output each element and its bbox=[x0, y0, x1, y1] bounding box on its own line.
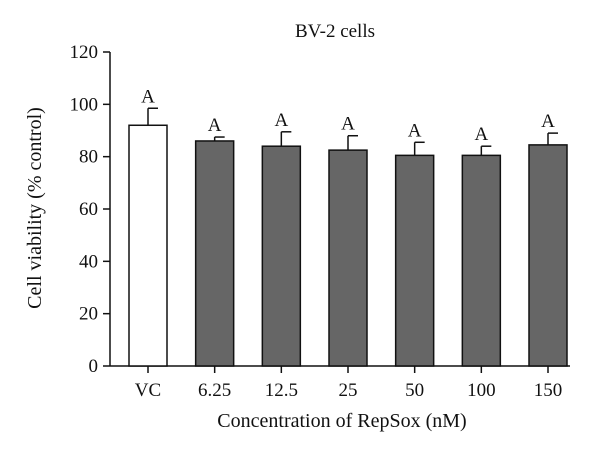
bar-50 bbox=[394, 154, 435, 367]
bar-12.5 bbox=[261, 145, 302, 367]
bar-100 bbox=[461, 154, 502, 367]
chart-title: BV-2 cells bbox=[295, 21, 375, 42]
y-tick-label: 40 bbox=[79, 251, 98, 272]
x-tick-label: VC bbox=[135, 380, 161, 401]
bar-25 bbox=[328, 149, 368, 367]
significance-label: A bbox=[408, 120, 422, 141]
plot-area: 0 20 40 60 80 100 120 A VC A 6.25 A 12.5 A 25 A 50 A 100 A 1… bbox=[70, 42, 570, 401]
significance-label: A bbox=[274, 110, 288, 131]
x-tick-label: 25 bbox=[339, 380, 358, 401]
bar-150 bbox=[528, 144, 568, 367]
x-tick-label: 150 bbox=[534, 380, 563, 401]
significance-label: A bbox=[141, 86, 155, 107]
y-axis-label: Cell viability (% control) bbox=[24, 107, 46, 309]
bar-VC bbox=[128, 124, 168, 367]
significance-label: A bbox=[474, 124, 488, 145]
y-tick-label: 100 bbox=[70, 94, 99, 115]
x-tick-label: 100 bbox=[467, 380, 496, 401]
x-tick-label: 12.5 bbox=[265, 380, 298, 401]
y-tick-label: 20 bbox=[79, 304, 98, 325]
y-tick-label: 80 bbox=[79, 147, 98, 168]
significance-label: A bbox=[208, 115, 222, 136]
significance-label: A bbox=[341, 114, 355, 135]
y-tick-label: 0 bbox=[89, 356, 99, 377]
x-tick-label: 6.25 bbox=[198, 380, 231, 401]
y-tick-label: 120 bbox=[70, 42, 99, 63]
significance-label: A bbox=[541, 111, 555, 132]
x-tick-label: 50 bbox=[405, 380, 424, 401]
y-tick-label: 60 bbox=[79, 199, 98, 220]
x-axis-label: Concentration of RepSox (nM) bbox=[217, 410, 466, 432]
bar-6.25 bbox=[194, 140, 235, 367]
